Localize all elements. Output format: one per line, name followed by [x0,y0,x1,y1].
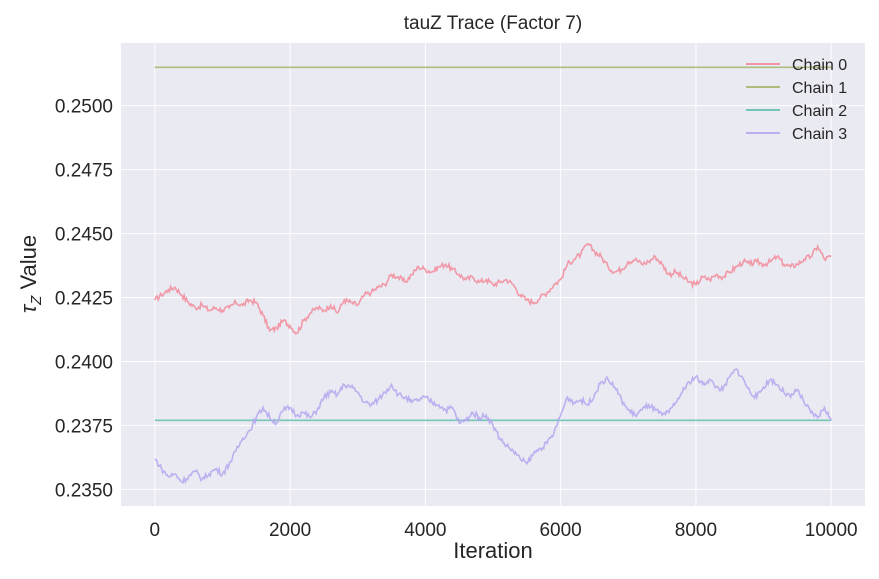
plot-background [121,43,865,506]
legend-label-chain-0: Chain 0 [792,57,847,74]
y-tick-label: 0.2475 [55,161,113,182]
series-layer [154,66,832,485]
series-line-chain-0 [154,242,832,335]
y-axis-label-text: Value [16,235,41,296]
x-tick-label: 0 [150,520,161,541]
legend-label-chain-2: Chain 2 [792,103,847,120]
grid [121,43,865,506]
x-tick-label: 4000 [404,520,446,541]
legend-label-chain-3: Chain 3 [792,126,847,143]
x-tick-label: 8000 [675,520,717,541]
y-tick-label: 0.2375 [55,416,113,437]
legend: Chain 0 Chain 1 Chain 2 Chain 3 [746,57,847,143]
y-axis-label-symbol: τ [16,303,41,313]
y-tick-label: 0.2350 [55,480,113,501]
y-tick-label: 0.2425 [55,289,113,310]
chart-title: tauZ Trace (Factor 7) [404,13,582,34]
y-tick-label: 0.2450 [55,225,113,246]
x-axis-label: Iteration [453,538,533,563]
y-axis-label: τZ Value [16,235,45,313]
y-tick-label: 0.2400 [55,352,113,373]
y-tick-label: 0.2500 [55,97,113,118]
series-line-chain-3 [154,368,832,485]
y-axis-label-subscript: Z [28,295,45,306]
x-tick-label: 6000 [539,520,581,541]
x-tick-label: 2000 [269,520,311,541]
x-tick-label: 10000 [805,520,858,541]
legend-label-chain-1: Chain 1 [792,80,847,97]
tick-labels: 0 2000 4000 6000 8000 10000 0.2350 0.2375 0.2400… [55,97,858,541]
